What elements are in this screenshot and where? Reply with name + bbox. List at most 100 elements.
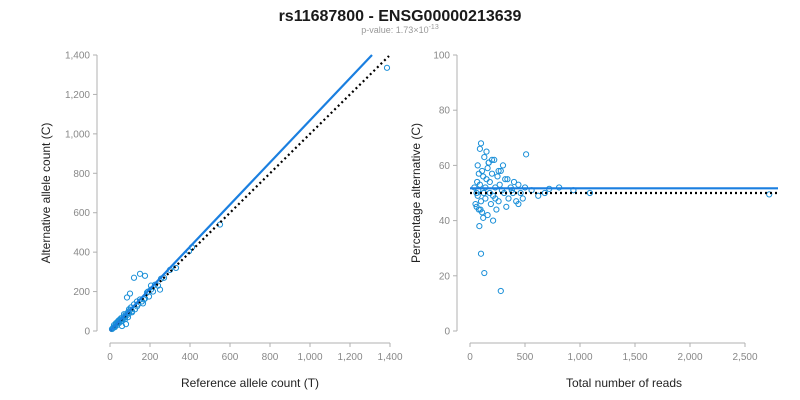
data-point (477, 206, 484, 213)
data-point (487, 200, 494, 208)
y-axis-label: Percentage alternative (C) (409, 123, 423, 263)
x-tick-label: 1,000 (297, 352, 322, 363)
data-point (122, 321, 130, 328)
data-point (495, 167, 502, 175)
y-tick-label: 1,200 (65, 90, 90, 101)
y-tick-label: 800 (73, 169, 90, 180)
data-point (109, 324, 117, 332)
data-point (156, 286, 164, 293)
data-point (586, 189, 594, 197)
data-point (488, 170, 496, 177)
p-value-exponent: -13 (429, 24, 439, 31)
y-tick-label: 40 (439, 216, 451, 227)
reference-line (109, 55, 390, 332)
chart-title: rs11687800 - ENSG00000213639 (279, 8, 522, 25)
fit-line (109, 54, 373, 332)
data-point (474, 162, 481, 169)
data-point (499, 162, 507, 169)
data-point (472, 200, 479, 208)
data-point (126, 307, 134, 314)
data-point (485, 159, 492, 166)
x-tick-label: 1,400 (377, 352, 402, 363)
x-tick-label: 0 (107, 352, 113, 363)
y-tick-label: 600 (73, 208, 90, 219)
p-value-subtitle: p-value: 1.73×10-13 (361, 24, 439, 35)
data-point (494, 173, 501, 180)
data-point (517, 189, 524, 197)
x-tick-label: 1,500 (622, 352, 647, 363)
y-tick-label: 80 (439, 106, 451, 117)
data-point (141, 272, 149, 279)
data-point (493, 206, 500, 213)
data-point (484, 211, 491, 219)
y-tick-label: 0 (84, 327, 90, 338)
data-point (541, 189, 548, 197)
data-point (383, 64, 391, 71)
data-point (130, 274, 138, 281)
x-tick-label: 400 (182, 352, 199, 363)
x-tick-label: 1,000 (567, 352, 592, 363)
data-point (497, 287, 504, 295)
data-point (483, 176, 490, 183)
data-point (497, 167, 504, 175)
y-tick-label: 60 (439, 161, 451, 172)
data-point (486, 178, 493, 186)
y-tick-label: 400 (73, 248, 90, 259)
allele-count-scatter-panel: 0 200 400 600 800 1,000 1,200 1,400 0 200 400 600 80… (39, 51, 403, 391)
x-tick-label: 500 (517, 352, 534, 363)
data-point (486, 189, 493, 197)
x-tick-label: 1,200 (337, 352, 362, 363)
data-point (475, 170, 482, 177)
x-axis-label: Total number of reads (566, 376, 682, 390)
y-tick-label: 0 (444, 327, 450, 338)
data-point (476, 145, 483, 152)
data-point (479, 167, 486, 175)
data-point (504, 176, 511, 183)
data-point (495, 198, 502, 205)
data-point (480, 173, 487, 180)
y-tick-label: 200 (73, 287, 90, 298)
percentage-alternative-scatter-panel: 0 500 1,000 1,500 2,000 2,500 0 20 40 60 80 100 Tota… (409, 51, 778, 390)
y-tick-label: 1,000 (65, 129, 90, 140)
data-point (476, 223, 483, 230)
data-point (172, 264, 180, 272)
x-tick-label: 600 (222, 352, 239, 363)
data-point (474, 178, 481, 186)
data-point (766, 191, 773, 198)
data-point (523, 151, 530, 158)
y-tick-label: 20 (439, 271, 451, 282)
data-point (492, 195, 499, 202)
x-tick-label: 2,000 (677, 352, 702, 363)
data-point (510, 178, 518, 186)
x-tick-label: 200 (142, 352, 159, 363)
data-point (503, 203, 510, 210)
data-point (519, 195, 526, 202)
data-point (477, 250, 485, 257)
x-tick-label: 800 (262, 352, 279, 363)
y-axis-label: Alternative allele count (C) (39, 123, 53, 264)
data-point (123, 294, 131, 301)
x-tick-label: 0 (467, 352, 473, 363)
data-point (477, 198, 485, 205)
y-tick-label: 1,400 (65, 51, 90, 62)
data-point (136, 270, 144, 277)
x-tick-label: 2,500 (732, 352, 757, 363)
data-point (126, 290, 134, 297)
data-point (481, 269, 488, 277)
data-point (482, 195, 489, 202)
data-point (481, 154, 488, 161)
data-point (139, 300, 147, 307)
data-point (515, 200, 522, 208)
data-point (502, 176, 509, 183)
data-point (477, 140, 485, 147)
data-point (484, 165, 491, 172)
data-point (505, 195, 512, 202)
data-point (535, 192, 542, 199)
data-point (480, 214, 487, 221)
data-point (483, 148, 490, 155)
p-value-text: p-value: 1.73×10 (361, 25, 428, 35)
y-tick-label: 100 (433, 51, 450, 62)
data-point (491, 156, 498, 163)
data-point (490, 217, 497, 224)
